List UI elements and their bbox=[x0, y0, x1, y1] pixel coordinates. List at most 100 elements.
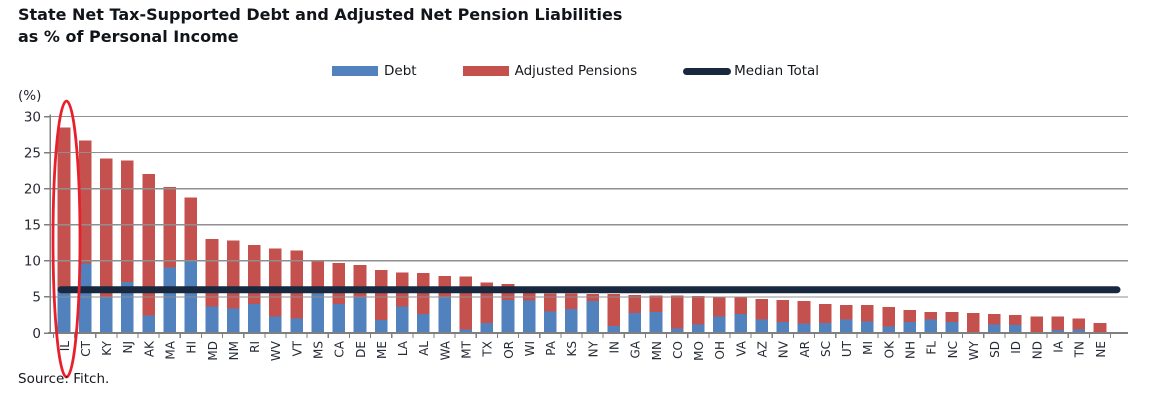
x-label-AK: AK bbox=[142, 340, 156, 357]
bar-pensions-ND bbox=[1030, 316, 1043, 333]
bar-debt-WV bbox=[269, 316, 282, 333]
x-label-IA: IA bbox=[1052, 340, 1066, 353]
bar-debt-MI bbox=[861, 321, 874, 333]
bar-pensions-MS bbox=[311, 260, 325, 294]
bar-debt-NM bbox=[226, 308, 240, 333]
x-label-SC: SC bbox=[819, 341, 833, 357]
bar-pensions-MI bbox=[861, 304, 874, 322]
x-label-AR: AR bbox=[798, 341, 812, 358]
bar-pensions-HI bbox=[184, 197, 198, 261]
bar-pensions-AK bbox=[142, 174, 155, 316]
x-label-WI: WI bbox=[523, 341, 537, 356]
bar-debt-TX bbox=[480, 322, 494, 333]
x-label-PA: PA bbox=[544, 340, 558, 355]
bar-debt-MD bbox=[205, 306, 219, 333]
x-label-WV: WV bbox=[269, 340, 283, 361]
x-label-NJ: NJ bbox=[121, 341, 135, 354]
x-label-WA: WA bbox=[438, 340, 452, 360]
bar-debt-WA bbox=[438, 297, 451, 333]
bar-debt-IN bbox=[607, 325, 621, 333]
bar-pensions-OK bbox=[882, 307, 895, 327]
bar-pensions-PA bbox=[543, 293, 557, 312]
bar-pensions-NV bbox=[776, 299, 790, 323]
legend-swatch-debt bbox=[332, 66, 378, 76]
x-label-MD: MD bbox=[206, 341, 220, 361]
bar-debt-VT bbox=[290, 318, 303, 333]
bar-pensions-WV bbox=[269, 248, 282, 317]
bar-debt-FL bbox=[924, 319, 938, 333]
bar-debt-MO bbox=[691, 324, 705, 333]
x-label-MN: MN bbox=[650, 341, 664, 360]
legend-item-debt: Debt bbox=[332, 63, 417, 79]
bar-debt-GA bbox=[628, 312, 642, 333]
bar-pensions-MA bbox=[163, 187, 177, 268]
bar-debt-MA bbox=[163, 267, 177, 333]
x-label-MA: MA bbox=[164, 340, 178, 359]
x-label-AZ: AZ bbox=[756, 341, 770, 357]
chart-legend: Debt Adjusted Pensions Median Total bbox=[332, 63, 819, 79]
x-label-VT: VT bbox=[290, 340, 304, 356]
legend-swatch-median-total bbox=[683, 67, 732, 75]
bar-pensions-NH bbox=[903, 309, 917, 323]
x-label-VA: VA bbox=[734, 340, 748, 356]
legend-item-median-total: Median Total bbox=[683, 63, 819, 79]
bar-pensions-TN bbox=[1072, 318, 1086, 330]
y-tick-label-5: 5 bbox=[32, 290, 41, 306]
x-label-MS: MS bbox=[312, 341, 326, 359]
chart-title-line1: State Net Tax-Supported Debt and Adjuste… bbox=[18, 5, 623, 24]
bar-pensions-NM bbox=[226, 240, 240, 309]
bar-pensions-VA bbox=[734, 297, 747, 315]
bar-debt-ME bbox=[374, 320, 388, 333]
bar-pensions-NJ bbox=[121, 160, 134, 282]
y-tick-label-10: 10 bbox=[24, 254, 41, 270]
x-label-SD: SD bbox=[988, 341, 1002, 358]
x-label-NV: NV bbox=[777, 340, 791, 358]
bar-pensions-VT bbox=[290, 250, 303, 319]
x-label-OR: OR bbox=[502, 341, 516, 359]
bar-pensions-CO bbox=[670, 295, 684, 329]
x-label-NH: NH bbox=[904, 341, 918, 359]
bar-debt-AK bbox=[142, 315, 155, 333]
bar-pensions-IA bbox=[1051, 316, 1065, 331]
legend-item-adjusted-pensions: Adjusted Pensions bbox=[462, 63, 637, 79]
x-label-NC: NC bbox=[946, 341, 960, 358]
x-label-CT: CT bbox=[79, 340, 93, 356]
bar-pensions-ME bbox=[374, 270, 388, 321]
bar-debt-TN bbox=[1072, 329, 1086, 333]
bar-debt-SD bbox=[987, 324, 1001, 333]
bar-debt-PA bbox=[543, 311, 557, 333]
bar-pensions-MN bbox=[649, 295, 663, 313]
x-label-OH: OH bbox=[713, 341, 727, 359]
x-label-KS: KS bbox=[565, 341, 579, 357]
bar-debt-NJ bbox=[121, 281, 134, 333]
x-label-ME: ME bbox=[375, 341, 389, 359]
bar-pensions-RI bbox=[247, 244, 261, 305]
chart-title: State Net Tax-Supported Debt and Adjuste… bbox=[18, 4, 622, 48]
bar-pensions-FL bbox=[924, 312, 938, 320]
x-label-IL: IL bbox=[58, 341, 72, 352]
bar-debt-DE bbox=[353, 297, 367, 333]
bar-debt-LA bbox=[395, 306, 409, 333]
bar-debt-KY bbox=[99, 297, 113, 333]
bar-pensions-CA bbox=[332, 262, 346, 305]
x-label-NY: NY bbox=[586, 340, 600, 357]
x-label-TN: TN bbox=[1073, 341, 1087, 358]
chart-title-line2: as % of Personal Income bbox=[18, 27, 239, 46]
bar-debt-AZ bbox=[755, 319, 769, 333]
bar-debt-AR bbox=[797, 323, 811, 333]
bar-pensions-WY bbox=[966, 312, 980, 333]
bar-pensions-NY bbox=[586, 294, 599, 302]
x-label-LA: LA bbox=[396, 340, 410, 356]
bar-debt-NV bbox=[776, 322, 790, 333]
bar-pensions-MD bbox=[205, 239, 219, 307]
x-label-ND: ND bbox=[1030, 341, 1044, 359]
x-label-FL: FL bbox=[925, 341, 939, 355]
bar-pensions-NE bbox=[1093, 322, 1107, 333]
bar-debt-NC bbox=[945, 322, 959, 333]
bar-debt-OR bbox=[501, 299, 515, 333]
bar-pensions-MT bbox=[459, 276, 473, 330]
bar-debt-CT bbox=[78, 263, 92, 333]
legend-label-median-total: Median Total bbox=[734, 63, 820, 79]
